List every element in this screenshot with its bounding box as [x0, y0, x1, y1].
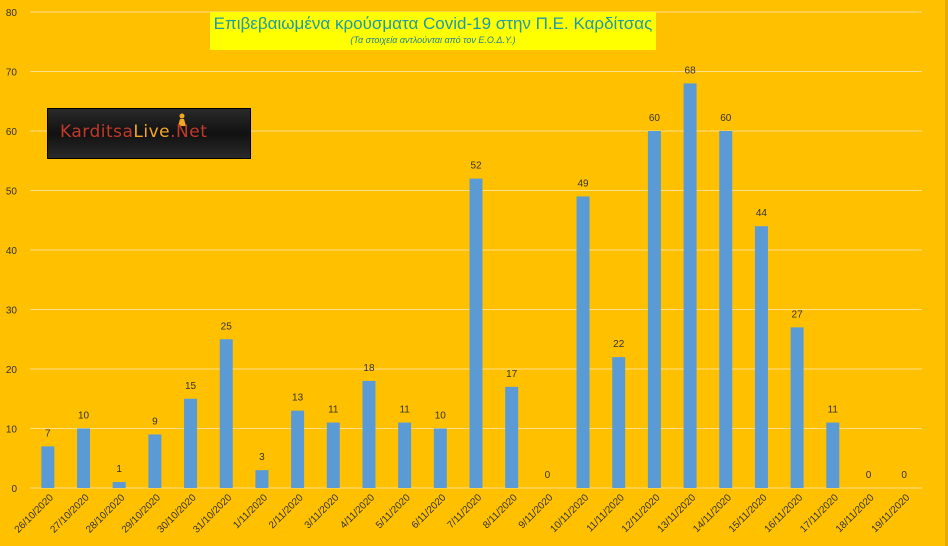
bar-16/11/2020 [790, 327, 804, 488]
y-tick-label: 20 [6, 365, 18, 376]
data-label: 15 [185, 381, 197, 392]
x-tick-label: 4/11/2020 [338, 492, 377, 531]
chart-title: Επιβεβαιωμένα κρούσματα Covid-19 στην Π.… [213, 14, 653, 33]
data-label: 10 [435, 411, 447, 422]
bar-5/11/2020 [398, 422, 412, 488]
y-tick-label: 70 [6, 68, 18, 79]
bar-27/10/2020 [77, 428, 91, 488]
y-tick-label: 80 [6, 8, 18, 19]
data-label: 11 [828, 405, 839, 416]
data-label: 13 [292, 393, 304, 404]
chart-subtitle: (Τα στοιχεία αντλούνται από τον Ε.Ο.Δ.Υ.… [350, 35, 516, 45]
y-tick-label: 60 [6, 127, 18, 138]
bar-29/10/2020 [148, 434, 162, 488]
bars [41, 83, 840, 489]
logo-text-live: Live [133, 122, 171, 142]
x-tick-label: 1/11/2020 [231, 492, 270, 531]
bar-14/11/2020 [719, 131, 733, 488]
bar-1/11/2020 [255, 470, 269, 488]
x-tick-label: 6/11/2020 [410, 492, 449, 531]
x-axis-tick-labels: 26/10/202027/10/202028/10/202029/10/2020… [13, 492, 913, 535]
person-figure-icon [178, 113, 186, 126]
data-labels: 7 10 1 9 15 25 3 13 11 18 11 10 52 17 0 49 22 60 68 60 44 27 1… [45, 65, 907, 481]
y-tick-label: 10 [6, 425, 18, 436]
data-label: 68 [685, 65, 697, 76]
bar-12/11/2020 [647, 131, 661, 488]
data-label: 60 [720, 113, 732, 124]
x-tick-label: 10/11/2020 [549, 492, 592, 535]
bar-4/11/2020 [362, 380, 376, 488]
bar-15/11/2020 [754, 226, 768, 488]
data-label: 1 [116, 464, 122, 475]
bar-31/10/2020 [219, 339, 233, 488]
bar-11/11/2020 [612, 357, 626, 488]
data-label: 0 [901, 470, 907, 481]
data-label: 17 [506, 369, 518, 380]
data-label: 10 [78, 411, 90, 422]
data-label: 60 [649, 113, 661, 124]
data-label: 11 [399, 405, 410, 416]
y-tick-label: 0 [11, 484, 17, 495]
data-label: 52 [470, 161, 482, 172]
data-label: 49 [577, 178, 589, 189]
logo-text-net: .Net [170, 122, 208, 142]
logo-wordmark: KarditsaLive.Net [60, 122, 207, 142]
data-label: 44 [756, 208, 768, 219]
bar-28/10/2020 [112, 482, 126, 488]
bar-26/10/2020 [41, 446, 55, 488]
data-label: 9 [152, 416, 158, 427]
data-label: 18 [363, 363, 375, 374]
data-label: 0 [545, 470, 551, 481]
bar-10/11/2020 [576, 196, 590, 488]
bar-6/11/2020 [433, 428, 447, 488]
x-tick-label: 2/11/2020 [267, 492, 306, 531]
bar-30/10/2020 [184, 398, 198, 488]
logo-text-karditsa: Karditsa [60, 122, 134, 142]
x-tick-label: 19/11/2020 [870, 492, 913, 535]
data-label: 27 [792, 309, 804, 320]
karditsalive-logo: KarditsaLive.Net [47, 108, 251, 159]
bar-2/11/2020 [291, 410, 305, 488]
bar-13/11/2020 [683, 83, 697, 489]
x-tick-label: 7/11/2020 [445, 492, 484, 531]
data-label: 7 [45, 428, 51, 439]
data-label: 3 [259, 452, 265, 463]
data-label: 22 [613, 339, 625, 350]
bar-3/11/2020 [326, 422, 340, 488]
bar-17/11/2020 [826, 422, 840, 488]
y-tick-label: 40 [6, 246, 18, 257]
bar-8/11/2020 [505, 386, 519, 488]
y-tick-label: 30 [6, 306, 18, 317]
data-label: 0 [866, 470, 872, 481]
x-tick-label: 8/11/2020 [481, 492, 520, 531]
x-tick-label: 3/11/2020 [303, 492, 342, 531]
x-tick-label: 5/11/2020 [374, 492, 413, 531]
y-tick-label: 50 [6, 187, 18, 198]
y-axis-tick-labels: 0 10 20 30 40 50 60 70 80 [6, 8, 18, 495]
data-label: 25 [221, 321, 233, 332]
x-tick-label: 31/10/2020 [191, 492, 234, 535]
bar-7/11/2020 [469, 178, 483, 488]
data-label: 11 [328, 405, 339, 416]
chart-title-box: Επιβεβαιωμένα κρούσματα Covid-19 στην Π.… [210, 12, 656, 50]
